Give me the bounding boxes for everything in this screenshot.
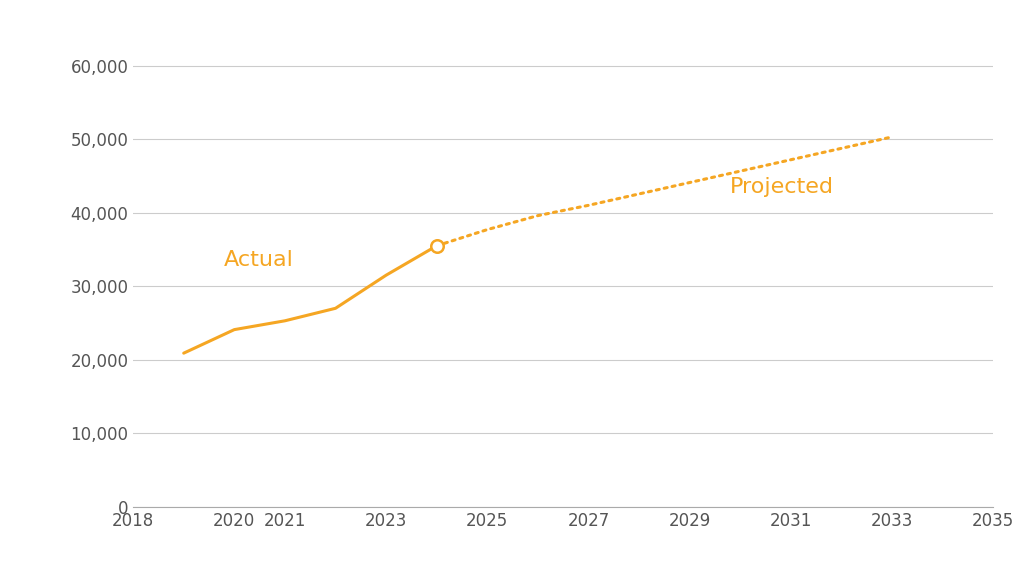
Text: Projected: Projected bbox=[730, 177, 835, 197]
Text: Actual: Actual bbox=[224, 251, 294, 271]
